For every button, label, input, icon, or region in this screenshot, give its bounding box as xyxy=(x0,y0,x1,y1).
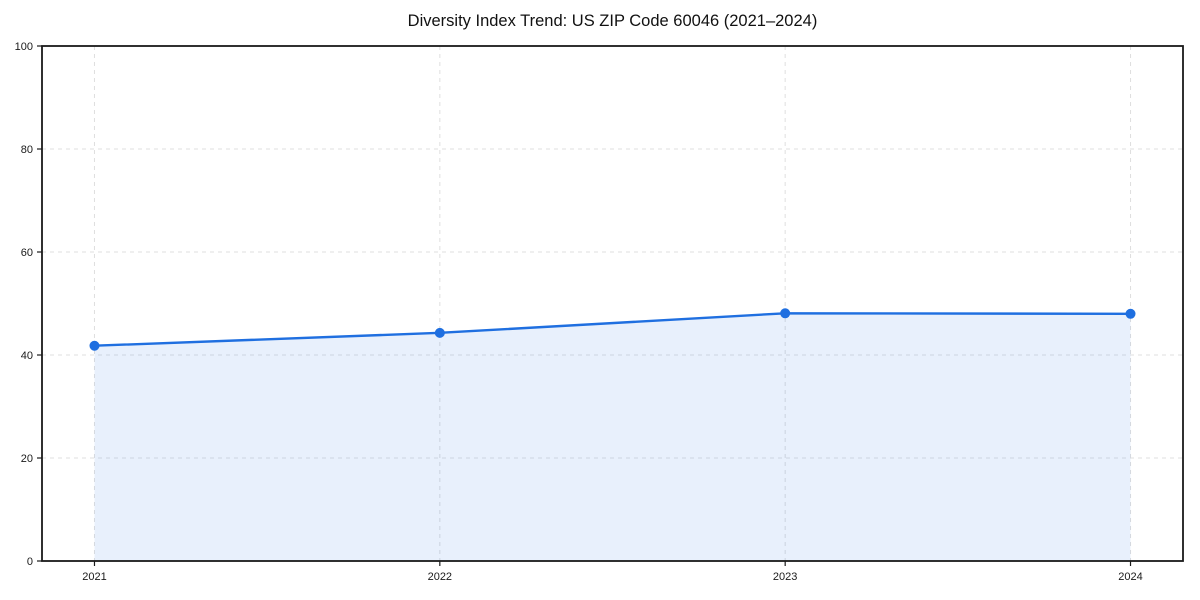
x-tick-label: 2021 xyxy=(82,571,106,583)
y-tick-label: 40 xyxy=(21,350,33,362)
plot-border xyxy=(41,45,1184,562)
y-tick-label: 20 xyxy=(21,453,33,465)
trend-line xyxy=(93,312,1132,347)
x-tick-label: 2023 xyxy=(773,571,797,583)
y-tick-label: 60 xyxy=(21,247,33,259)
data-point-2021 xyxy=(89,340,100,351)
data-point-2023 xyxy=(780,308,791,319)
data-point-2022 xyxy=(434,327,445,338)
data-point-2024 xyxy=(1125,308,1136,319)
x-tick-label: 2022 xyxy=(428,571,452,583)
x-tick-label: 2024 xyxy=(1118,571,1142,583)
y-tick-label: 100 xyxy=(15,41,33,53)
area-fill xyxy=(94,313,1131,561)
y-tick-label: 80 xyxy=(21,144,33,156)
y-tick-label: 0 xyxy=(27,556,33,568)
chart-title: Diversity Index Trend: US ZIP Code 60046… xyxy=(407,12,818,30)
